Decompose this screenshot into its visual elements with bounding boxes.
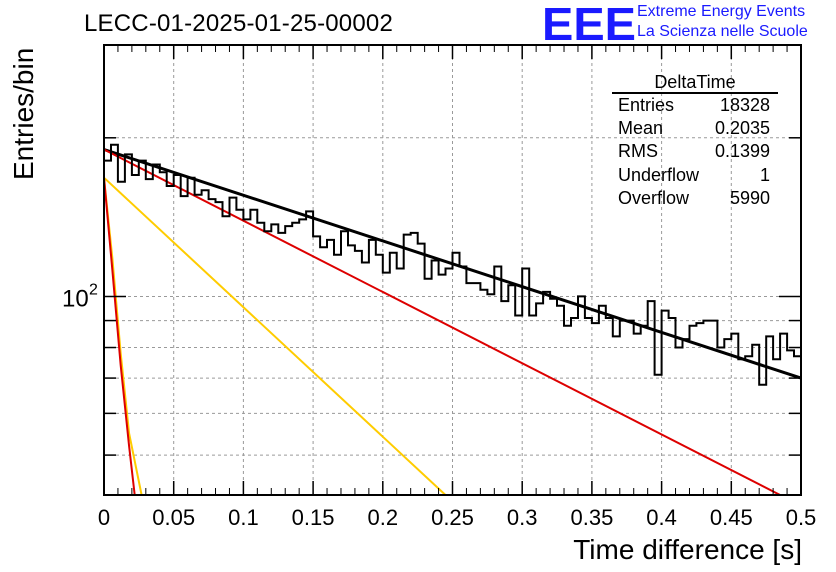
x-tick-label: 0.3 (507, 505, 538, 530)
x-tick-label: 0.15 (292, 505, 335, 530)
fit-curve (103, 176, 447, 496)
fit-curve (103, 148, 781, 496)
stats-value: 0.2035 (714, 118, 770, 139)
y-tick-label-exponent: 2 (89, 281, 98, 298)
histogram (104, 143, 801, 386)
stats-row-mean: Mean 0.2035 (612, 117, 778, 140)
stats-row-rms: RMS 0.1399 (612, 140, 778, 163)
x-tick-label: 0.35 (570, 505, 613, 530)
tick-labels: 0 0.05 0.1 0.15 0.2 0.25 0.3 0.35 0.4 0.45 0.5 10 2 (62, 281, 816, 530)
chart-title: LECC-01-2025-01-25-00002 (84, 10, 393, 37)
x-tick-label: 0.05 (152, 505, 195, 530)
stats-box: DeltaTime Entries 18328 Mean 0.2035 RMS … (612, 72, 778, 210)
x-tick-label: 0.4 (646, 505, 677, 530)
x-tick-label: 0.25 (431, 505, 474, 530)
fit-curve (103, 177, 143, 496)
stats-value: 1 (759, 164, 770, 185)
fit-curve (103, 177, 136, 496)
logo-text-line2: La Scienza nelle Scuole (637, 23, 808, 40)
ticks (103, 45, 802, 495)
stats-row-overflow: Overflow 5990 (612, 187, 778, 210)
stats-value: 0.1399 (714, 141, 770, 162)
stats-row-underflow: Underflow 1 (612, 164, 778, 187)
stats-value: 18328 (719, 95, 770, 115)
x-tick-label: 0.1 (228, 505, 259, 530)
stats-label: Overflow (618, 187, 690, 208)
histogram-bins (104, 143, 801, 386)
stats-label: Entries (618, 95, 675, 115)
stats-label: Mean (618, 118, 664, 139)
stats-label: Underflow (618, 164, 700, 185)
x-tick-label: 0 (98, 505, 110, 530)
x-tick-label: 0.45 (710, 505, 753, 530)
stats-row-entries: Entries 18328 (612, 94, 778, 117)
x-axis-label: Time difference [s] (573, 534, 802, 565)
eee-logo: EEE (542, 0, 636, 44)
stats-value: 5990 (729, 187, 770, 208)
x-tick-label: 0.5 (786, 505, 817, 530)
stats-title: DeltaTime (612, 72, 778, 94)
logo-text-line1: Extreme Energy Events (637, 3, 806, 20)
x-tick-label: 0.2 (368, 505, 399, 530)
y-tick-label-base: 10 (62, 285, 89, 312)
logo-mark: EEE (542, 0, 636, 44)
grid (104, 45, 801, 495)
stats-label: RMS (618, 141, 658, 162)
